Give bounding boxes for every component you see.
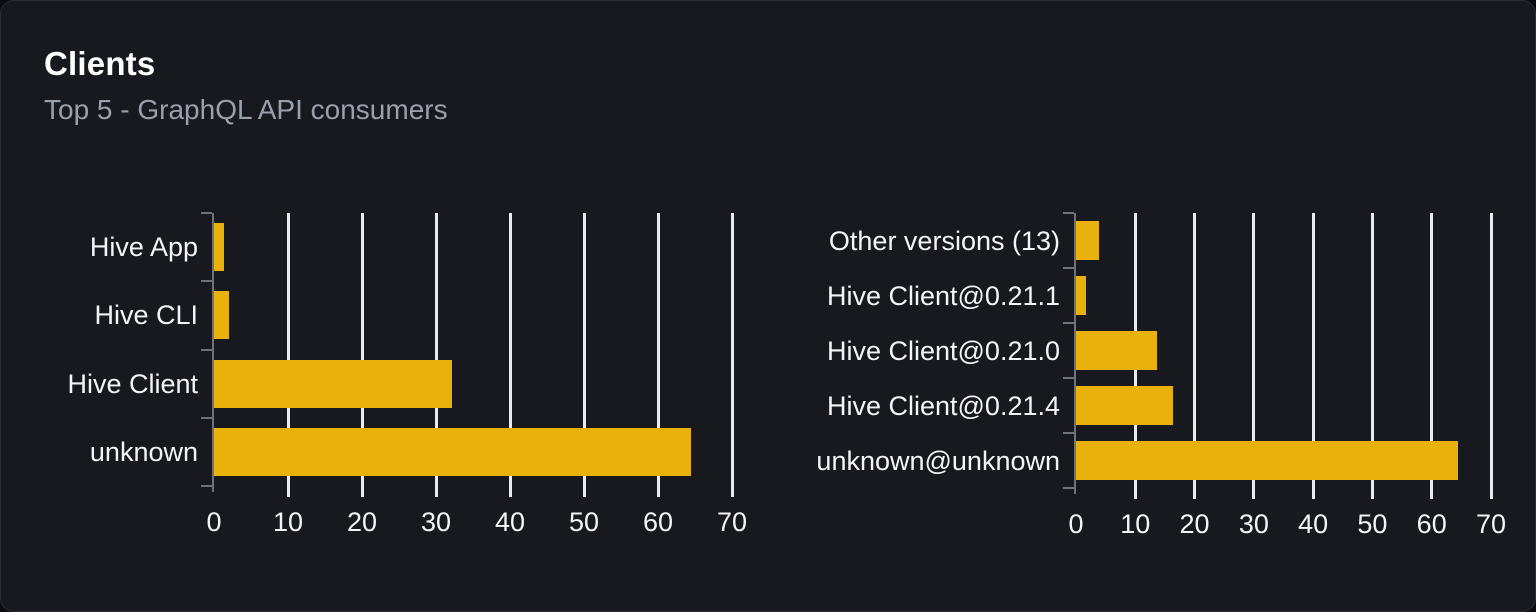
- category-label: Other versions (13): [828, 225, 1060, 256]
- x-axis-tick-label: 40: [494, 507, 526, 537]
- y-axis-tick: [1063, 432, 1074, 434]
- x-gridline: [1311, 213, 1315, 499]
- x-axis-tick-label: 30: [1238, 509, 1269, 539]
- category-label: unknown: [89, 436, 198, 467]
- x-gridline: [286, 213, 290, 497]
- bar[interactable]: [214, 359, 453, 408]
- bar[interactable]: [214, 427, 691, 476]
- x-axis-tick-label: 30: [420, 507, 452, 537]
- category-label: Hive Client@0.21.1: [826, 280, 1060, 311]
- x-axis-tick-label: 20: [1179, 509, 1210, 539]
- y-axis-tick: [1063, 212, 1074, 214]
- x-gridline: [582, 213, 586, 497]
- bar[interactable]: [214, 223, 225, 272]
- bar[interactable]: [1076, 331, 1158, 370]
- y-axis-tick: [1063, 487, 1074, 489]
- card-subtitle: Top 5 - GraphQL API consumers: [44, 94, 448, 125]
- x-gridline: [1252, 213, 1256, 499]
- x-gridline: [434, 213, 438, 497]
- x-axis-tick-label: 0: [1068, 509, 1084, 539]
- x-axis-tick-label: 20: [346, 507, 378, 537]
- x-gridline: [1193, 213, 1197, 499]
- y-axis-tick: [1063, 267, 1074, 269]
- x-axis-tick-label: 10: [272, 507, 304, 537]
- x-axis-tick-label: 0: [206, 507, 222, 537]
- x-axis-tick-label: 40: [1298, 509, 1329, 539]
- y-axis-tick: [201, 348, 212, 351]
- category-label: Hive Client: [67, 368, 198, 399]
- bar[interactable]: [1076, 441, 1459, 480]
- y-axis-line: [1074, 213, 1076, 494]
- category-label: unknown@unknown: [816, 445, 1060, 476]
- x-gridline: [1370, 213, 1374, 499]
- y-axis-tick: [1063, 322, 1074, 324]
- bar[interactable]: [1076, 221, 1099, 260]
- x-gridline: [1430, 213, 1434, 499]
- category-label: Hive CLI: [94, 300, 198, 331]
- y-axis-tick: [201, 280, 212, 283]
- x-gridline: [656, 213, 660, 497]
- x-axis-tick-label: 10: [1120, 509, 1151, 539]
- y-axis-tick: [1063, 377, 1074, 379]
- x-gridline: [1489, 213, 1493, 499]
- card-title: Clients: [44, 45, 156, 82]
- x-axis-tick-label: 70: [1475, 509, 1507, 539]
- bar[interactable]: [214, 291, 229, 340]
- x-axis-tick-label: 50: [568, 507, 600, 537]
- x-gridline: [360, 213, 364, 497]
- y-axis-tick: [201, 212, 212, 214]
- bar[interactable]: [1076, 276, 1087, 315]
- category-label: Hive Client@0.21.4: [826, 390, 1060, 421]
- x-axis-tick-label: 60: [1416, 509, 1447, 539]
- x-gridline: [508, 213, 512, 497]
- y-axis-tick: [201, 416, 212, 419]
- x-axis-tick-label: 50: [1357, 509, 1388, 539]
- category-label: Hive Client@0.21.0: [826, 335, 1060, 366]
- x-axis-tick-label: 60: [642, 507, 674, 537]
- y-axis-tick: [201, 485, 212, 487]
- category-label: Hive App: [89, 232, 198, 263]
- x-gridline: [730, 213, 734, 497]
- y-axis-line: [212, 213, 214, 492]
- x-axis-tick-label: 70: [716, 507, 748, 537]
- bar[interactable]: [1076, 386, 1174, 425]
